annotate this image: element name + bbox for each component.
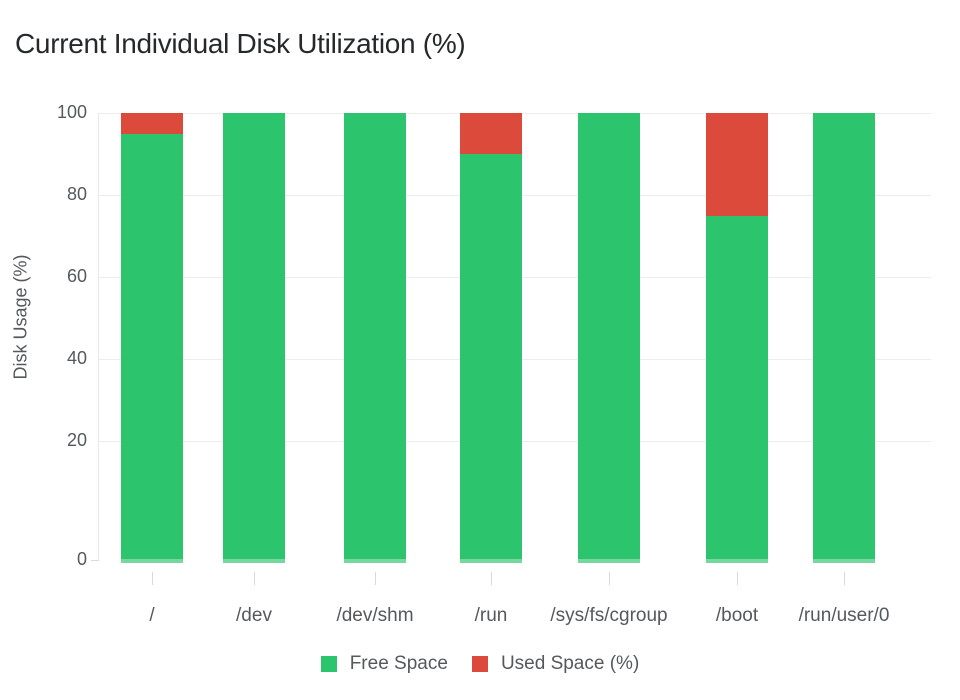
bar-segment-free-/dev	[223, 113, 285, 563]
x-tick-/sys/fs/cgroup	[609, 572, 610, 585]
x-tick-/	[152, 572, 153, 585]
y-axis-title: Disk Usage (%)	[10, 254, 31, 380]
x-category-label-/run: /run	[474, 605, 508, 626]
legend-item-used-space[interactable]: Used Space (%)	[471, 653, 640, 675]
y-tick-label-20: 20	[66, 430, 87, 450]
bar-segment-free-/	[121, 133, 183, 563]
bar-/dev	[223, 113, 285, 563]
bar-/boot	[706, 113, 768, 563]
y-axis-zero-tick	[91, 560, 99, 561]
legend-label: Free Space	[349, 653, 448, 674]
bar-segment-free-/dev/shm	[344, 113, 406, 563]
bar-segment-used-/run	[460, 113, 522, 154]
legend: Free Space Used Space (%)	[0, 653, 960, 675]
used-space-swatch-icon	[471, 656, 488, 672]
y-tick-label-60: 60	[66, 266, 87, 286]
x-category-label-/sys/fs/cgroup: /sys/fs/cgroup	[550, 605, 668, 626]
x-tick-/run	[491, 572, 492, 585]
bar-/run	[460, 113, 522, 563]
y-tick-label-100: 100	[56, 102, 87, 122]
y-tick-label-40: 40	[66, 348, 87, 368]
chart-title: Current Individual Disk Utilization (%)	[15, 28, 466, 59]
bar-segment-used-/boot	[706, 113, 768, 216]
bar-segment-free-/sys/fs/cgroup	[578, 113, 640, 563]
x-tick-/dev	[254, 572, 255, 585]
bar-segment-free-/run/user/0	[813, 113, 875, 563]
free-space-swatch-icon	[320, 656, 337, 672]
legend-label: Used Space (%)	[500, 653, 640, 674]
bar-/	[121, 113, 183, 563]
x-category-label-/dev: /dev	[236, 605, 272, 626]
legend-item-free-space[interactable]: Free Space	[320, 653, 448, 675]
bar-/dev/shm	[344, 113, 406, 563]
x-tick-/boot	[737, 572, 738, 585]
x-tick-/run/user/0	[844, 572, 845, 585]
x-tick-/dev/shm	[375, 572, 376, 585]
x-category-label-/boot: /boot	[715, 605, 759, 626]
bar-segment-free-/run	[460, 154, 522, 563]
x-category-label-/dev/shm: /dev/shm	[336, 605, 414, 626]
bar-/sys/fs/cgroup	[578, 113, 640, 563]
plot-area: 100 80 60 40 20 0 / /dev/dev/shm/run/sys/fs/cgr…	[57, 102, 931, 626]
bar-segment-free-/boot	[706, 215, 768, 563]
y-tick-label-0: 0	[76, 549, 87, 569]
x-category-label-/: /	[149, 605, 155, 626]
x-category-label-/run/user/0: /run/user/0	[798, 605, 890, 626]
bar-/run/user/0	[813, 113, 875, 563]
bar-segment-used-/	[121, 113, 183, 134]
y-tick-label-80: 80	[66, 184, 87, 204]
